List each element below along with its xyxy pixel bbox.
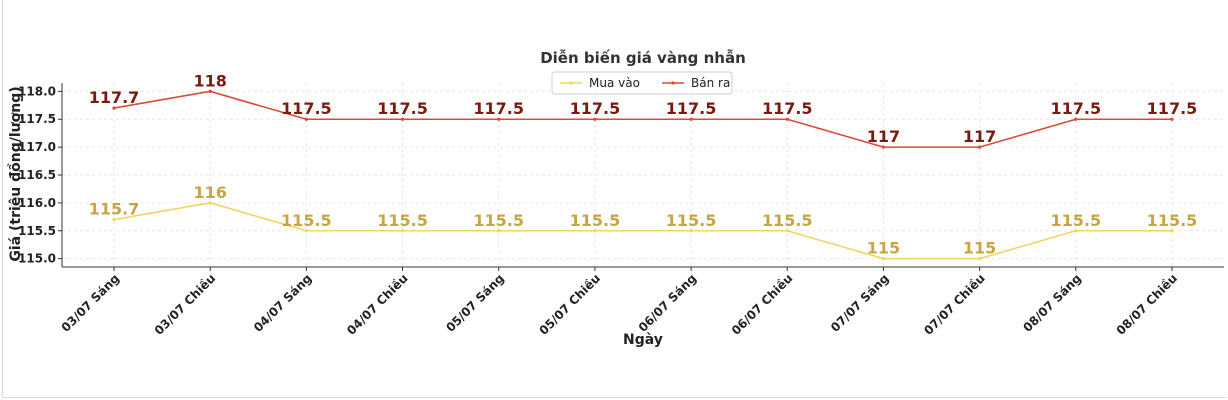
data-point xyxy=(1170,229,1174,233)
data-point xyxy=(593,229,597,233)
data-label: 115 xyxy=(963,239,996,258)
y-axis-label: Giá (triệu đồng/lượng) xyxy=(7,86,24,261)
data-label: 116 xyxy=(193,183,226,202)
y-ticks: 115.0 115.5 116.0 116.5 117.0 117.5 118.0 xyxy=(18,84,62,266)
y-tick-label: 116.5 xyxy=(18,168,56,182)
data-label: 117.5 xyxy=(1050,99,1101,118)
data-point xyxy=(112,106,116,110)
data-label: 115.5 xyxy=(473,211,524,230)
data-label: 117.5 xyxy=(666,99,717,118)
data-point xyxy=(208,89,212,93)
data-labels: 115.7 116 115.5 115.5 115.5 115.5 115.5 115.5 11… xyxy=(89,71,1198,257)
data-label: 115.5 xyxy=(281,211,332,230)
chart-title: Diễn biến giá vàng nhẫn xyxy=(540,48,746,67)
data-point xyxy=(881,257,886,261)
x-ticks: 03/07 Sáng 03/07 Chiều 04/07 Sáng 04/07 Chi… xyxy=(59,267,1181,338)
data-point xyxy=(400,229,405,233)
data-label: 117 xyxy=(963,127,996,146)
legend-marker xyxy=(569,81,573,85)
data-label: 117.5 xyxy=(473,99,524,118)
x-tick-label: 03/07 Sáng xyxy=(59,271,123,335)
x-tick-label: 03/07 Chiều xyxy=(152,271,219,338)
data-point xyxy=(304,229,308,233)
data-point xyxy=(689,117,693,121)
data-point xyxy=(304,117,308,121)
data-label: 117.5 xyxy=(762,99,813,118)
data-label: 115.5 xyxy=(1147,211,1198,230)
x-tick-label: 06/07 Chiều xyxy=(729,271,796,338)
x-tick-label: 08/07 Chiều xyxy=(1114,271,1181,338)
legend-label: Mua vào xyxy=(589,76,640,90)
data-point xyxy=(1074,229,1078,233)
data-point xyxy=(208,201,212,205)
x-tick-label: 08/07 Sáng xyxy=(1020,271,1084,335)
data-label: 117.5 xyxy=(281,99,332,118)
x-tick-label: 04/07 Chiều xyxy=(344,271,411,338)
y-tick-label: 116.0 xyxy=(18,196,56,210)
data-point xyxy=(400,117,405,121)
data-label: 115.5 xyxy=(666,211,717,230)
data-label: 115.5 xyxy=(1050,211,1101,230)
x-tick-label: 07/07 Sáng xyxy=(828,271,892,335)
data-label: 115.7 xyxy=(89,200,140,219)
data-point xyxy=(497,229,501,233)
x-tick-label: 07/07 Chiều xyxy=(921,271,988,338)
data-label: 115.5 xyxy=(762,211,813,230)
legend-box xyxy=(551,71,733,95)
data-point xyxy=(1074,117,1078,121)
data-point xyxy=(785,117,789,121)
data-point xyxy=(497,117,501,121)
data-label: 117 xyxy=(867,127,900,146)
data-point xyxy=(978,145,982,149)
data-label: 117.5 xyxy=(570,99,621,118)
data-point xyxy=(881,145,886,149)
x-tick-label: 05/07 Chiều xyxy=(536,271,603,338)
legend-marker xyxy=(671,81,675,85)
data-label: 115 xyxy=(867,239,900,258)
data-point xyxy=(785,229,789,233)
data-point xyxy=(112,218,116,222)
data-label: 117.5 xyxy=(377,99,428,118)
series-line xyxy=(113,90,1172,148)
x-tick-label: 05/07 Sáng xyxy=(443,271,507,335)
data-label: 115.5 xyxy=(377,211,428,230)
y-tick-label: 118.0 xyxy=(18,84,56,98)
series-line xyxy=(113,202,1172,260)
data-label: 117.7 xyxy=(89,88,140,107)
x-tick-label: 04/07 Sáng xyxy=(251,271,315,335)
data-point xyxy=(689,229,693,233)
y-tick-label: 117.0 xyxy=(18,140,56,154)
data-label: 117.5 xyxy=(1147,99,1198,118)
data-point xyxy=(1170,117,1174,121)
y-tick-label: 117.5 xyxy=(18,112,56,126)
y-tick-label: 115.5 xyxy=(18,224,56,238)
series-group xyxy=(112,89,1174,261)
data-point xyxy=(978,257,982,261)
data-point xyxy=(593,117,597,121)
x-axis-label: Ngày xyxy=(623,332,663,348)
data-label: 115.5 xyxy=(570,211,621,230)
grid xyxy=(62,83,1224,267)
x-tick-label: 06/07 Sáng xyxy=(636,271,700,335)
legend: Mua vào Bán ra xyxy=(551,71,733,95)
legend-label: Bán ra xyxy=(691,76,730,90)
y-tick-label: 115.0 xyxy=(18,252,56,266)
data-label: 118 xyxy=(193,71,226,90)
